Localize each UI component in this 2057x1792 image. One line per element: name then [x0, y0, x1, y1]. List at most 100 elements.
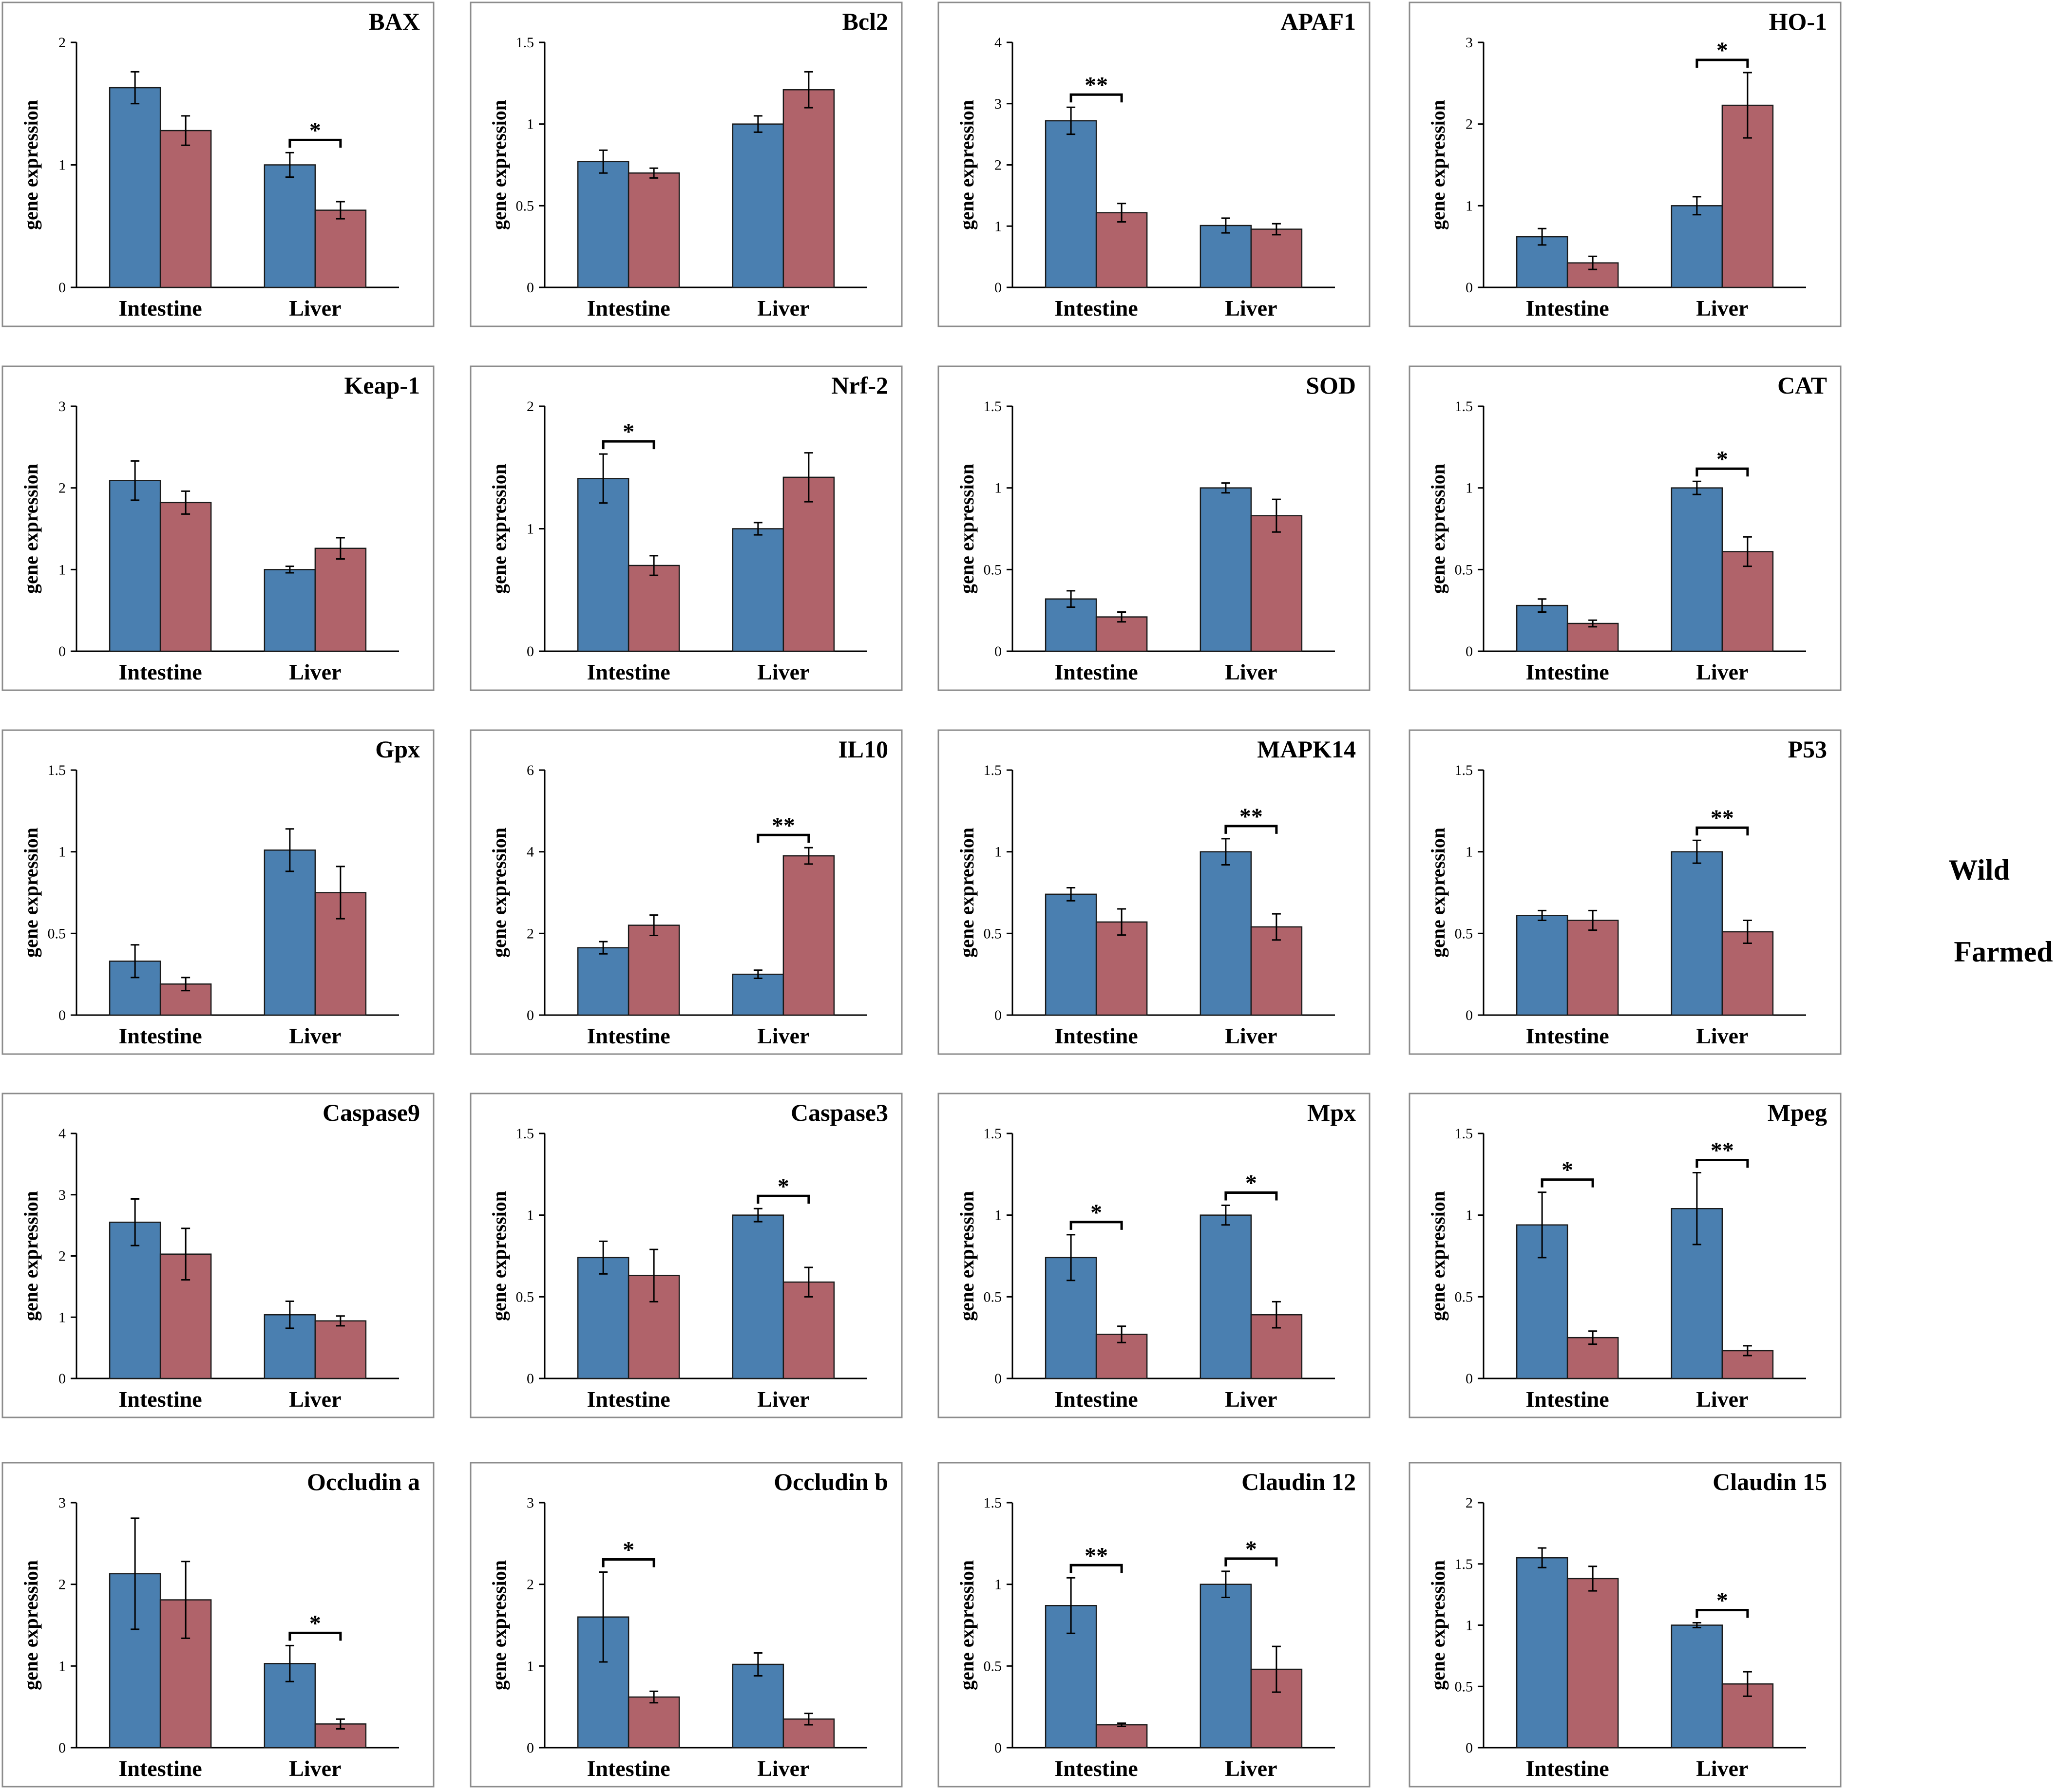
bar-farmed-liver	[1250, 926, 1303, 1016]
y-tick-label: 0.5	[516, 198, 534, 214]
significance-marker: *	[1090, 1200, 1102, 1226]
chart-panel-caspase9: Caspase9 gene expression 0 1 2 3 4 Intestine Liv…	[1, 1093, 435, 1418]
significance-bracket	[757, 1194, 810, 1204]
bar-farmed-intestine	[1095, 1724, 1148, 1749]
y-tick-label: 2	[58, 1248, 66, 1264]
chart-panel-occludin-b: Occludin b gene expression 0 1 2 3 Intestine Li…	[470, 1462, 903, 1788]
bar-wild-liver	[732, 973, 784, 1016]
y-axis-label: gene expression	[20, 464, 42, 594]
bar-farmed-intestine	[1095, 616, 1148, 652]
x-tick-label: Intestine	[587, 1387, 670, 1412]
chart-title: Claudin 15	[1713, 1468, 1827, 1495]
significance-bracket	[1695, 1608, 1749, 1618]
significance-bracket	[1695, 467, 1749, 477]
chart-title: BAX	[368, 8, 420, 35]
y-tick-label: 0.5	[984, 562, 1002, 578]
y-axis-label: gene expression	[20, 828, 42, 958]
significance-marker: **	[1085, 72, 1108, 98]
panel-border	[470, 1093, 903, 1418]
bar-wild-liver	[1200, 851, 1252, 1016]
x-tick-label: Liver	[1225, 1023, 1277, 1048]
chart-title: MAPK14	[1257, 736, 1356, 763]
significance-marker: *	[1716, 38, 1728, 63]
significance-marker: *	[1245, 1170, 1257, 1196]
y-tick-label: 0.5	[984, 1289, 1002, 1305]
bar-farmed-liver	[1721, 931, 1774, 1016]
bar-wild-liver	[264, 569, 316, 652]
significance-bracket	[1695, 1158, 1749, 1168]
x-tick-label: Intestine	[119, 1387, 202, 1412]
y-tick-label: 0	[58, 280, 66, 296]
x-tick-label: Liver	[757, 296, 809, 321]
y-tick-label: 0	[1466, 1740, 1473, 1756]
bar-farmed-liver	[782, 476, 835, 652]
x-tick-label: Intestine	[119, 1023, 202, 1048]
x-tick-label: Liver	[757, 660, 809, 684]
y-axis-label: gene expression	[956, 828, 978, 958]
chart-panel-p53: P53 gene expression 0 0.5 1 1.5 Intestine Liver…	[1409, 729, 1842, 1055]
bar-farmed-intestine	[159, 130, 212, 288]
panel-border	[1, 1462, 435, 1788]
y-tick-label: 1	[994, 1207, 1002, 1224]
bar-farmed-liver	[782, 855, 835, 1016]
panel-border	[1409, 1462, 1842, 1788]
panel-border	[1, 1093, 435, 1418]
bar-wild-liver	[264, 849, 316, 1016]
y-tick-label: 2	[58, 1577, 66, 1593]
x-tick-label: Intestine	[1526, 296, 1609, 321]
significance-marker: **	[1239, 804, 1263, 830]
bar-farmed-intestine	[628, 1696, 680, 1749]
bar-wild-intestine	[577, 161, 629, 288]
panel-border	[937, 729, 1371, 1055]
bar-farmed-intestine	[1566, 622, 1619, 652]
y-tick-label: 3	[58, 1495, 66, 1511]
x-tick-label: Liver	[1696, 1756, 1748, 1781]
y-tick-label: 0	[58, 1371, 66, 1387]
y-axis-label: gene expression	[488, 464, 510, 594]
y-tick-label: 0	[1466, 280, 1473, 296]
chart-title: Occludin b	[774, 1468, 888, 1495]
x-tick-label: Intestine	[587, 1756, 670, 1781]
chart-title: P53	[1788, 736, 1827, 763]
significance-bracket	[1069, 1221, 1123, 1230]
bar-wild-intestine	[1516, 604, 1568, 652]
y-tick-label: 1.5	[516, 1126, 534, 1142]
y-tick-label: 0	[527, 643, 534, 660]
bar-wild-liver	[732, 123, 784, 288]
x-tick-label: Intestine	[119, 1756, 202, 1781]
bar-farmed-liver	[314, 1320, 367, 1379]
chart-panel-claudin-15: Claudin 15 gene expression 0 0.5 1 1.5 2 Intest…	[1409, 1462, 1842, 1788]
y-tick-label: 1	[1466, 844, 1473, 860]
significance-marker: *	[1716, 1587, 1728, 1613]
significance-bracket	[1224, 1557, 1278, 1566]
y-tick-label: 0	[1466, 1371, 1473, 1387]
y-tick-label: 1	[994, 218, 1002, 234]
bar-wild-liver	[1671, 851, 1723, 1016]
significance-marker: **	[1711, 805, 1734, 831]
x-tick-label: Intestine	[587, 296, 670, 321]
y-axis-label: gene expression	[1427, 1191, 1449, 1321]
significance-bracket	[1695, 826, 1749, 836]
y-tick-label: 2	[1466, 116, 1473, 132]
y-tick-label: 1	[994, 480, 1002, 496]
y-tick-label: 1.5	[1455, 762, 1473, 778]
x-tick-label: Intestine	[1526, 660, 1609, 684]
panel-border	[470, 729, 903, 1055]
bar-wild-liver	[1671, 205, 1723, 288]
chart-title: Caspase3	[791, 1099, 888, 1126]
y-tick-label: 1.5	[984, 762, 1002, 778]
significance-marker: **	[1711, 1137, 1734, 1163]
significance-bracket	[1069, 1564, 1123, 1573]
bar-farmed-intestine	[1095, 921, 1148, 1016]
x-tick-label: Liver	[289, 296, 341, 321]
x-tick-label: Liver	[1696, 660, 1748, 684]
x-tick-label: Liver	[289, 1023, 341, 1048]
bar-wild-liver	[1200, 487, 1252, 652]
x-tick-label: Liver	[1225, 660, 1277, 684]
y-tick-label: 3	[527, 1495, 534, 1511]
bar-wild-liver	[1200, 1584, 1252, 1749]
chart-panels: BAX gene expression 0 1 2 Intestine Liver * Bcl2…	[1, 1, 1842, 1788]
x-tick-label: Intestine	[587, 660, 670, 684]
chart-panel-occludin-a: Occludin a gene expression 0 1 2 3 Intestine Li…	[1, 1462, 435, 1788]
y-tick-label: 1	[527, 116, 534, 132]
